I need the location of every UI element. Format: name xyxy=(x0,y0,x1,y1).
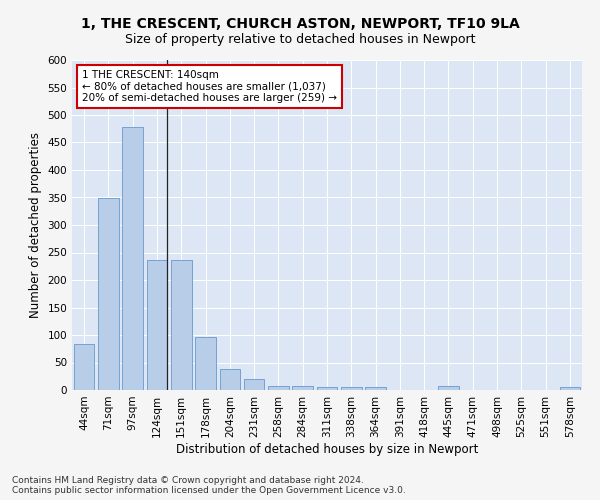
Bar xyxy=(220,369,240,390)
Y-axis label: Number of detached properties: Number of detached properties xyxy=(29,132,42,318)
Bar xyxy=(365,387,386,390)
Bar xyxy=(171,260,191,390)
Bar xyxy=(341,387,362,390)
Bar xyxy=(195,336,216,390)
Text: 1, THE CRESCENT, CHURCH ASTON, NEWPORT, TF10 9LA: 1, THE CRESCENT, CHURCH ASTON, NEWPORT, … xyxy=(80,18,520,32)
Bar xyxy=(244,379,265,390)
Bar xyxy=(268,386,289,390)
Bar xyxy=(98,198,119,390)
Bar xyxy=(438,386,459,390)
Bar xyxy=(122,127,143,390)
Bar xyxy=(146,260,167,390)
X-axis label: Distribution of detached houses by size in Newport: Distribution of detached houses by size … xyxy=(176,442,478,456)
Text: 1 THE CRESCENT: 140sqm
← 80% of detached houses are smaller (1,037)
20% of semi-: 1 THE CRESCENT: 140sqm ← 80% of detached… xyxy=(82,70,337,103)
Bar xyxy=(74,344,94,390)
Bar xyxy=(292,386,313,390)
Text: Size of property relative to detached houses in Newport: Size of property relative to detached ho… xyxy=(125,32,475,46)
Text: Contains HM Land Registry data © Crown copyright and database right 2024.
Contai: Contains HM Land Registry data © Crown c… xyxy=(12,476,406,495)
Bar xyxy=(560,387,580,390)
Bar xyxy=(317,387,337,390)
